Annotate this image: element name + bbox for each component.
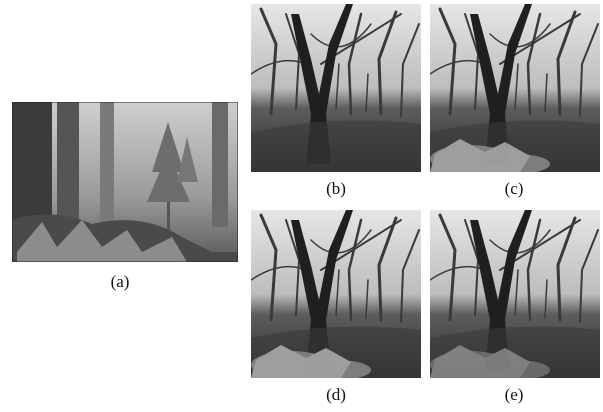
panel-label: (a) — [111, 272, 130, 291]
photo — [251, 4, 421, 172]
panel-label: (c) — [505, 179, 524, 198]
photo — [251, 210, 421, 380]
photo — [430, 210, 600, 380]
panel-label: (b) — [326, 179, 346, 198]
page: (a) (b) (c) (d) (e) (() => { const data … — [0, 0, 603, 412]
panel-b: (b) — [251, 4, 421, 198]
panel-c: (c) — [430, 4, 600, 198]
panel-a: (a) — [12, 102, 238, 291]
panel-d: (d) — [251, 210, 421, 404]
photo — [430, 4, 600, 174]
panel-e: (e) — [430, 210, 600, 404]
photo — [12, 102, 238, 262]
figure: (a) (b) (c) (d) (e) — [0, 0, 603, 412]
panel-label: (e) — [505, 385, 524, 404]
panel-label: (d) — [326, 385, 346, 404]
